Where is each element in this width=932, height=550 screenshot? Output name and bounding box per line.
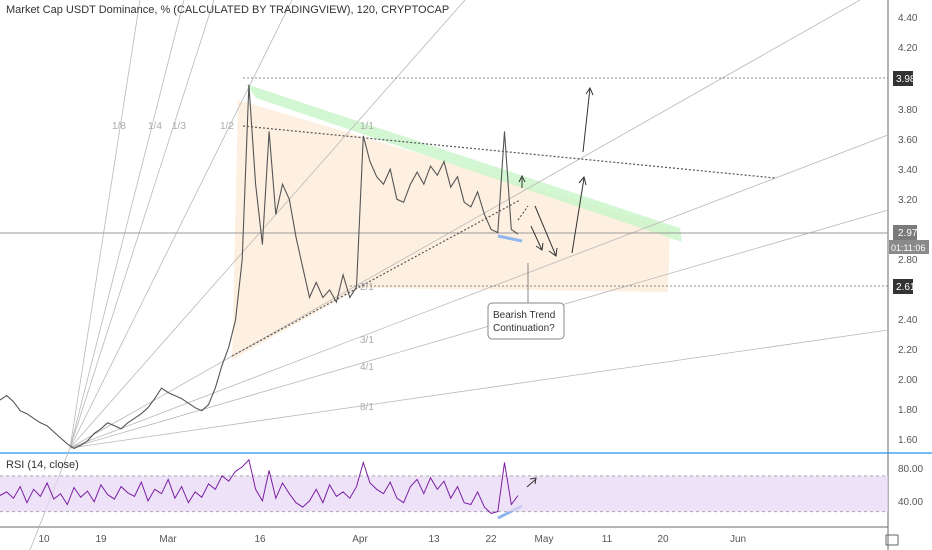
tag-bottom-bg — [893, 279, 913, 294]
fan-label-3-1: 3/1 — [360, 335, 374, 346]
arrow-dotted — [517, 205, 529, 221]
y-tick-2.20: 2.20 — [898, 345, 918, 356]
y-tick-1.80: 1.80 — [898, 405, 918, 416]
fan-line-1-1 — [69, 0, 466, 449]
forecast-arrows — [517, 86, 594, 257]
x-tick-22: 22 — [485, 534, 497, 545]
x-tick-10: 10 — [38, 534, 50, 545]
fan-label-1-2: 1/2 — [220, 121, 234, 132]
tag-countdown-bg — [889, 240, 929, 254]
arrow-down-right — [534, 205, 557, 257]
fan-line-1-8 — [69, 0, 141, 449]
rsi-series-line — [0, 458, 519, 514]
arrow-small-down-head — [535, 242, 544, 251]
x-tick-mar: Mar — [159, 534, 177, 545]
y-tick-2.00: 2.00 — [898, 375, 918, 386]
rsi-title: RSI (14, close) — [6, 459, 79, 471]
rsi-tick-40: 40.00 — [898, 497, 923, 508]
chart-title: Market Cap USDT Dominance, % (CALCULATED… — [6, 4, 450, 16]
tag-current: 2.97 — [898, 228, 918, 239]
fan-line-8-1 — [69, 329, 889, 449]
upper-trendline — [242, 125, 776, 179]
fan-label-1-1: 1/1 — [360, 121, 374, 132]
fan-label-2-1: 2/1 — [360, 282, 374, 293]
y-tick-4.40: 4.40 — [898, 13, 918, 24]
callout-line-1: Bearish Trend — [493, 310, 555, 321]
fan-line-1-4 — [69, 0, 185, 449]
y-tick-3.20: 3.20 — [898, 195, 918, 206]
fan-label-1-3: 1/3 — [172, 121, 186, 132]
x-tick-13: 13 — [428, 534, 440, 545]
rsi-axis: 80.00 40.00 — [898, 464, 923, 508]
fan-label-8-1: 8/1 — [360, 402, 374, 413]
tag-countdown: 01:11:06 — [891, 243, 925, 253]
callout-box — [487, 302, 565, 340]
x-tick-19: 19 — [95, 534, 107, 545]
bearish-callout: Bearish Trend Continuation? — [487, 263, 565, 340]
tag-top-bg — [893, 71, 913, 86]
y-tick-3.40: 3.40 — [898, 165, 918, 176]
rsi-tick-80: 80.00 — [898, 464, 923, 475]
tag-bottom: 2.61 — [896, 282, 916, 293]
time-axis: 10 19 Mar 16 Apr 13 22 May 11 20 Jun — [38, 534, 746, 545]
x-tick-11: 11 — [602, 534, 613, 545]
arrow-up-long — [582, 87, 591, 153]
arrow-small-down — [530, 225, 543, 251]
callout-line-2: Continuation? — [493, 323, 555, 334]
fan-label-1-8: 1/8 — [112, 121, 126, 132]
fan-line-4-1 — [69, 209, 889, 449]
x-tick-may: May — [535, 534, 554, 545]
fan-line-3-1 — [69, 134, 889, 449]
chart-settings-icon[interactable] — [885, 534, 899, 546]
green-channel-fill — [246, 84, 682, 242]
rsi-arrow — [526, 478, 537, 488]
orange-range-fill — [232, 100, 670, 360]
arrow-up-long-head — [585, 86, 594, 96]
price-series-line — [0, 84, 519, 450]
x-tick-16: 16 — [254, 534, 266, 545]
tag-top: 3.98 — [896, 74, 916, 85]
fan-label-1-4: 1/4 — [148, 121, 162, 132]
arrow-down-right-head — [548, 247, 558, 257]
fan-line-1-3 — [69, 0, 215, 449]
fan-line-2-1 — [69, 0, 861, 449]
x-tick-apr: Apr — [352, 534, 368, 545]
price-highlight-underline — [497, 234, 523, 243]
y-tick-1.60: 1.60 — [898, 435, 918, 446]
rsi-arrow-head — [529, 477, 537, 485]
gann-fan — [29, 0, 889, 550]
arrow-up-right-head — [578, 175, 587, 186]
y-tick-4.20: 4.20 — [898, 43, 918, 54]
y-tick-3.60: 3.60 — [898, 135, 918, 146]
x-tick-jun: Jun — [730, 534, 746, 545]
y-tick-2.40: 2.40 — [898, 315, 918, 326]
fan-labels: 1/8 1/4 1/3 1/2 1/1 2/1 3/1 4/1 8/1 — [112, 121, 374, 413]
y-tick-2.80: 2.80 — [898, 255, 918, 266]
tag-current-bg — [893, 225, 917, 240]
y-tick-3.80: 3.80 — [898, 105, 918, 116]
fan-line-1-2 — [69, 0, 293, 449]
price-axis: 1.60 1.80 2.00 2.20 2.40 2.80 3.20 3.40 … — [898, 13, 918, 446]
arrow-up-right — [571, 177, 585, 254]
lower-trendline — [231, 199, 521, 357]
fan-label-4-1: 4/1 — [360, 362, 374, 373]
arrow-small-up-head — [518, 174, 526, 183]
price-tags: 3.98 2.97 01:11:06 2.61 — [889, 71, 929, 294]
x-tick-20: 20 — [657, 534, 669, 545]
